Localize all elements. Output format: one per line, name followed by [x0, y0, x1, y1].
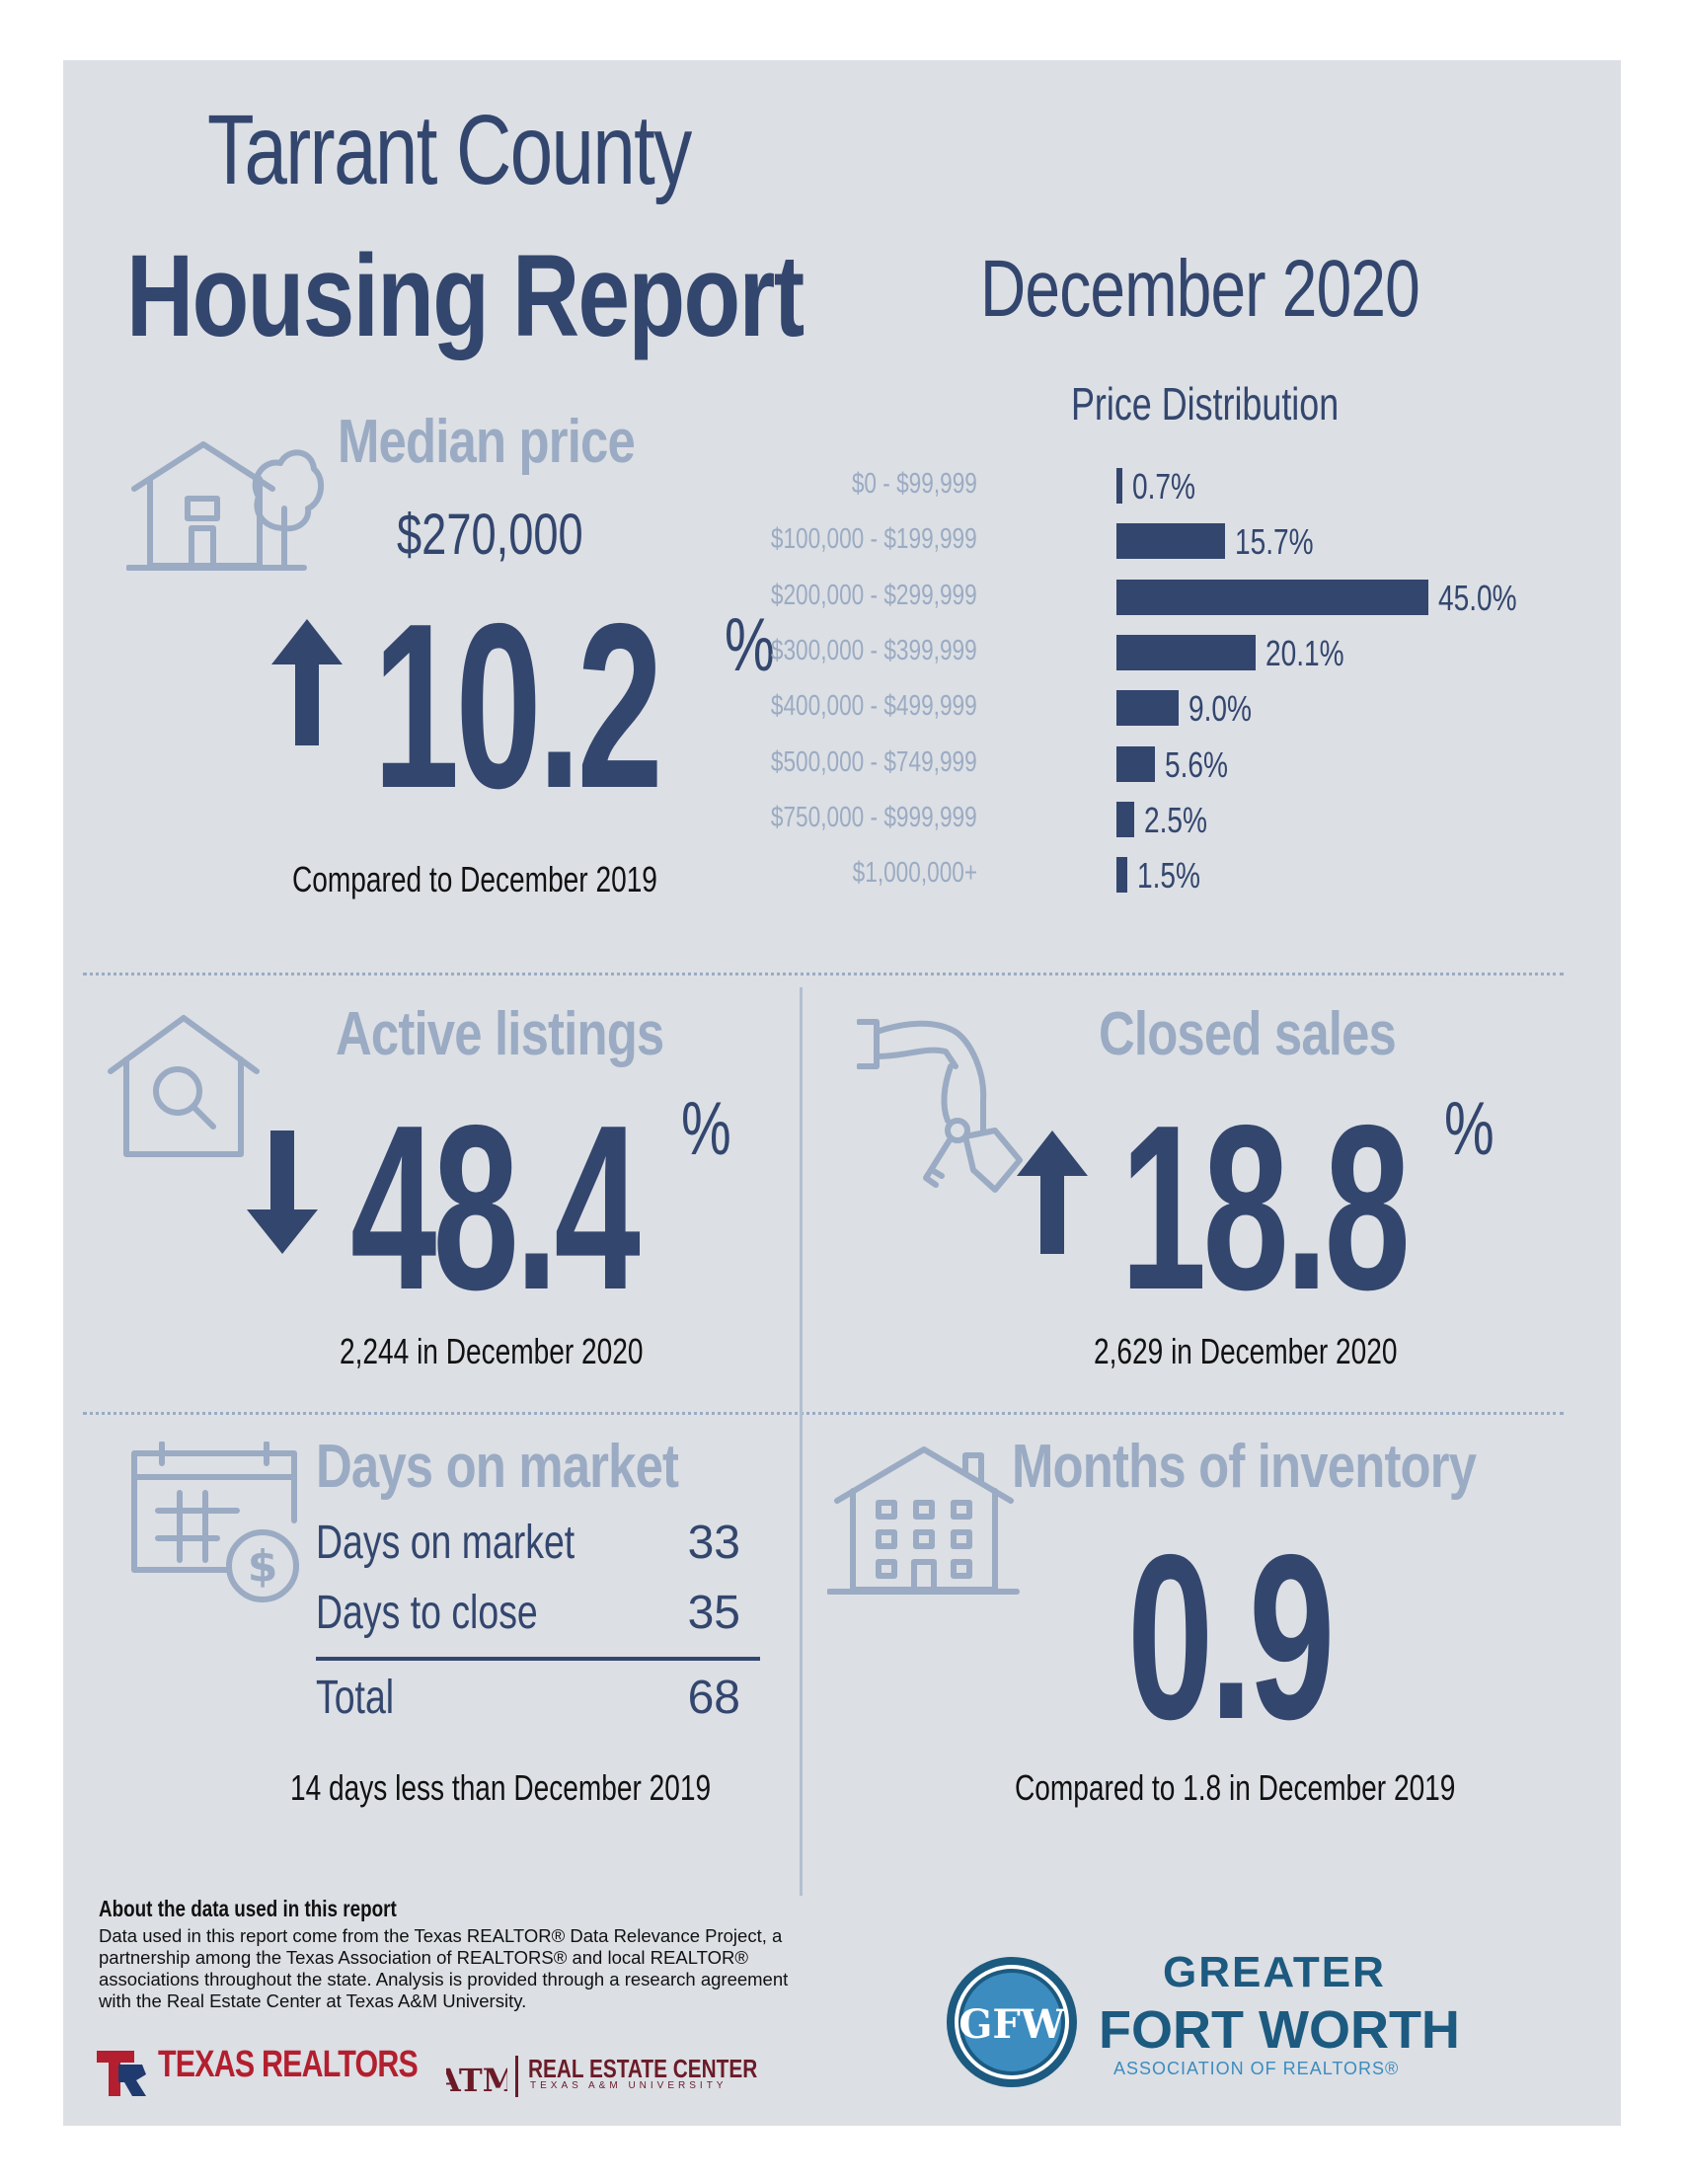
price-bar-row: $400,000 - $499,999 9.0% — [771, 684, 1560, 732]
price-bar-label: $750,000 - $999,999 — [771, 801, 977, 833]
texas-realtors-logo-icon — [97, 2051, 146, 2096]
months-inventory-value: 0.9 — [1127, 1507, 1335, 1768]
price-bar-value: 15.7% — [1235, 521, 1314, 563]
report-month: December 2020 — [980, 244, 1420, 334]
closed-sales-change: 18.8 — [1120, 1077, 1411, 1339]
report-panel — [63, 60, 1621, 2126]
arrow-up-icon — [1017, 1131, 1088, 1254]
report-title-line2: Housing Report — [126, 231, 805, 361]
price-bar — [1116, 523, 1226, 560]
house-search-icon — [108, 1015, 260, 1157]
price-bar — [1116, 634, 1257, 670]
building-icon — [827, 1446, 1020, 1595]
median-price-pct-sign: % — [725, 603, 775, 687]
price-distribution-title: Price Distribution — [1071, 378, 1340, 429]
arrow-down-icon — [247, 1131, 318, 1254]
dom-row-days-to-close: Days to close 35 — [316, 1587, 740, 1639]
months-inventory-caption: Compared to 1.8 in December 2019 — [1015, 1767, 1456, 1808]
price-bar — [1116, 690, 1180, 727]
hand-keys-icon — [857, 1019, 1023, 1193]
price-bar — [1116, 801, 1134, 837]
real-estate-center-logo: REAL ESTATE CENTER — [528, 2054, 758, 2083]
median-price-value: $270,000 — [397, 503, 583, 567]
price-bar — [1116, 579, 1428, 615]
price-bar-label: $200,000 - $299,999 — [771, 579, 977, 611]
price-bar-value: 9.0% — [1189, 688, 1253, 730]
total-divider — [316, 1657, 760, 1661]
report-title-line1: Tarrant County — [207, 95, 692, 205]
median-price-change: 10.2 — [373, 576, 663, 837]
dom-row-days-on-market: Days on market 33 — [316, 1517, 740, 1569]
active-listings-caption: 2,244 in December 2020 — [340, 1331, 644, 1371]
gfw-association: ASSOCIATION OF REALTORS® — [1113, 2059, 1400, 2078]
price-bar-row: $200,000 - $299,999 45.0% — [771, 574, 1560, 621]
svg-text:ATM: ATM — [446, 2062, 507, 2099]
gfw-fort-worth: FORT WORTH — [1099, 2000, 1460, 2060]
column-divider — [800, 987, 803, 1896]
dom-row-total: Total 68 — [316, 1672, 740, 1724]
price-bar-row: $300,000 - $399,999 20.1% — [771, 629, 1560, 676]
section-divider — [83, 1412, 1564, 1415]
price-bar-value: 0.7% — [1132, 466, 1196, 507]
closed-sales-title: Closed sales — [1099, 1000, 1397, 1068]
median-price-title: Median price — [338, 408, 636, 476]
price-bar — [1116, 745, 1156, 782]
price-bar — [1116, 468, 1122, 504]
logo-divider — [515, 2056, 518, 2097]
gfw-greater: GREATER — [1163, 1948, 1386, 1996]
svg-text:$: $ — [248, 1541, 278, 1592]
closed-sales-caption: 2,629 in December 2020 — [1094, 1331, 1398, 1371]
active-listings-change: 48.4 — [350, 1077, 641, 1339]
price-bar-row: $500,000 - $749,999 5.6% — [771, 741, 1560, 788]
texas-am-logo-icon: ATM — [446, 2062, 507, 2099]
price-bar-row: $0 - $99,999 0.7% — [852, 462, 1560, 509]
calendar-dollar-icon: $ — [131, 1442, 299, 1602]
price-bar-value: 5.6% — [1165, 743, 1229, 785]
days-on-market-title: Days on market — [316, 1433, 679, 1501]
section-divider — [83, 973, 1564, 975]
price-bar-row: $1,000,000+ 1.5% — [853, 851, 1560, 898]
price-bar-label: $400,000 - $499,999 — [771, 690, 977, 723]
arrow-up-icon — [271, 619, 343, 745]
price-bar-value: 2.5% — [1143, 799, 1207, 840]
gfw-seal-icon: GFW — [947, 1957, 1077, 2087]
closed-sales-pct-sign: % — [1444, 1087, 1495, 1171]
price-bar-label: $500,000 - $749,999 — [771, 745, 977, 778]
price-bar-label: $0 - $99,999 — [851, 468, 977, 500]
about-heading: About the data used in this report — [99, 1896, 397, 1921]
price-bar-value: 20.1% — [1265, 632, 1344, 673]
gfw-monogram: GFW — [959, 2001, 1066, 2048]
price-bar-label: $300,000 - $399,999 — [771, 634, 977, 666]
price-bar-value: 1.5% — [1136, 855, 1200, 897]
price-bar-label: $1,000,000+ — [852, 857, 977, 890]
about-text: Data used in this report come from the T… — [99, 1925, 789, 2011]
price-bar-value: 45.0% — [1438, 577, 1517, 618]
active-listings-pct-sign: % — [681, 1087, 731, 1171]
price-bar-row: $100,000 - $199,999 15.7% — [771, 517, 1560, 565]
price-bar-label: $100,000 - $199,999 — [771, 523, 977, 556]
price-bar-row: $750,000 - $999,999 2.5% — [771, 796, 1560, 843]
days-on-market-caption: 14 days less than December 2019 — [290, 1767, 712, 1808]
texas-realtors-logo: TEXAS REALTORS — [158, 2044, 419, 2085]
house-tree-icon — [126, 441, 324, 571]
months-inventory-title: Months of inventory — [1012, 1433, 1477, 1501]
median-price-caption: Compared to December 2019 — [292, 859, 657, 899]
price-bar — [1116, 857, 1127, 894]
active-listings-title: Active listings — [336, 1000, 664, 1068]
real-estate-center-sub: TEXAS A&M UNIVERSITY — [530, 2080, 728, 2091]
